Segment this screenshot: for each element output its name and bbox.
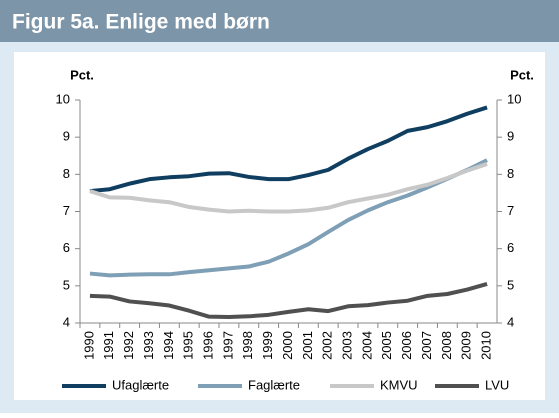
y-tick-label: 6 (63, 240, 70, 255)
legend-label: Faglærte (248, 377, 300, 392)
legend-label: LVU (485, 377, 509, 392)
y-tick-label: 7 (63, 203, 70, 218)
y-tick-label: 8 (63, 166, 70, 181)
y2-tick-label: 5 (507, 277, 514, 292)
x-tick-label: 2003 (340, 331, 355, 360)
x-tick-label: 1993 (141, 331, 156, 360)
x-tick-label: 1995 (181, 331, 196, 360)
legend-label: KMVU (380, 377, 418, 392)
x-tick-label: 1999 (260, 331, 275, 360)
y-tick-label: 4 (63, 314, 70, 329)
legend-label: Ufaglærte (112, 377, 169, 392)
line-series (89, 162, 488, 214)
y2-axis-label: Pct. (510, 67, 534, 82)
x-tick-label: 2001 (300, 331, 315, 360)
title-bar (0, 0, 559, 42)
x-tick-label: 1990 (81, 331, 96, 360)
x-tick-label: 1997 (220, 331, 235, 360)
y2-tick-label: 4 (507, 314, 514, 329)
y2-tick-label: 10 (507, 91, 521, 106)
x-tick-label: 2000 (280, 331, 295, 360)
y-axis-label: Pct. (70, 67, 94, 82)
y2-tick-label: 6 (507, 240, 514, 255)
x-tick-label: 2004 (359, 331, 374, 360)
y-tick-label: 5 (63, 277, 70, 292)
x-tick-label: 1998 (240, 331, 255, 360)
y-tick-label: 10 (56, 91, 70, 106)
chart-panel (14, 52, 545, 400)
line-series (89, 282, 488, 320)
x-tick-label: 1996 (201, 331, 216, 360)
x-tick-label: 1992 (121, 331, 136, 360)
x-tick-label: 1994 (161, 331, 176, 360)
chart-title: Figur 5a. Enlige med børn (12, 11, 270, 34)
x-tick-label: 2010 (479, 331, 494, 360)
x-tick-label: 2005 (379, 331, 394, 360)
y2-tick-label: 7 (507, 203, 514, 218)
line-series (89, 105, 488, 194)
x-tick-label: 1991 (101, 331, 116, 360)
y2-tick-label: 8 (507, 166, 514, 181)
x-tick-label: 2008 (439, 331, 454, 360)
x-tick-label: 2002 (320, 331, 335, 360)
x-tick-label: 2009 (459, 331, 474, 360)
y2-tick-label: 9 (507, 129, 514, 144)
x-tick-label: 2007 (419, 331, 434, 360)
x-tick-label: 2006 (399, 331, 414, 360)
line-series (89, 158, 488, 278)
y-tick-label: 9 (63, 129, 70, 144)
